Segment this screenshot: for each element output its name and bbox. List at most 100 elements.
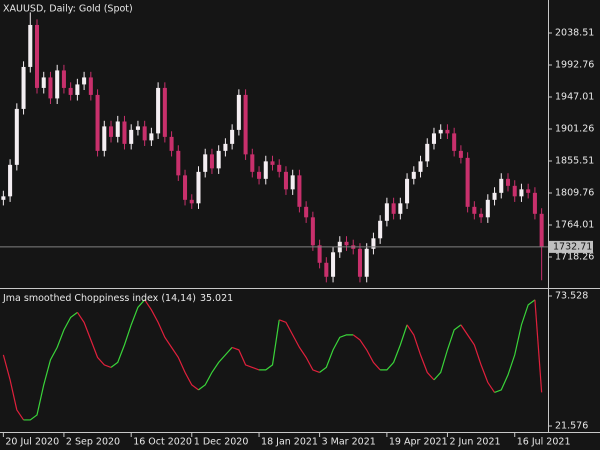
candle-body	[371, 238, 376, 249]
y-tick-label: 1947.01	[555, 92, 594, 103]
candle-body	[122, 121, 127, 144]
candle-body	[55, 70, 60, 99]
candle-body	[102, 126, 107, 151]
candle-body	[196, 171, 201, 204]
candle-body	[88, 77, 93, 95]
candle-body	[418, 161, 423, 172]
y-tick-label: 1855.51	[555, 156, 594, 167]
indicator-name: Jma smoothed Choppiness index (14,14)	[2, 293, 196, 304]
candle-body	[216, 150, 221, 169]
candle-body	[391, 203, 396, 214]
candle-body	[270, 161, 275, 165]
candle-body	[257, 171, 262, 179]
candle-body	[189, 199, 194, 204]
candle-body	[129, 129, 134, 144]
candle-body	[75, 84, 80, 95]
candle-body	[236, 94, 241, 130]
candle-body	[21, 66, 26, 109]
indicator-line	[259, 319, 280, 371]
candle-body	[364, 248, 369, 277]
y-tick-label: 1992.76	[555, 60, 594, 71]
candle-body	[115, 121, 120, 137]
indicator-line	[494, 299, 536, 393]
indicator-value: 35.021	[200, 293, 233, 304]
indicator-line	[406, 324, 435, 381]
candle-body	[378, 220, 383, 239]
candle-body	[331, 252, 336, 277]
candle-body	[169, 136, 174, 151]
x-tick-label: 19 Apr 2021	[389, 437, 448, 448]
candle-body	[526, 189, 531, 193]
indicator-label: Jma smoothed Choppiness index (14,14) 35.…	[2, 293, 233, 304]
indicator-line	[23, 311, 78, 421]
candle-body	[485, 199, 490, 218]
candle-body	[431, 133, 436, 144]
indicator-line	[2, 354, 25, 421]
candle-body	[452, 133, 457, 151]
candle-body	[472, 206, 477, 214]
candle-body	[519, 189, 524, 197]
x-tick-label: 1 Dec 2020	[194, 437, 249, 448]
candle-body	[458, 150, 463, 158]
candle-body	[95, 94, 100, 151]
indicator-line	[380, 324, 408, 371]
candle-body	[28, 24, 33, 67]
y-tick-label: 1901.26	[555, 124, 594, 135]
candle-body	[48, 77, 53, 99]
candle-body	[61, 70, 66, 88]
x-tick-label: 20 Jul 2020	[5, 437, 59, 448]
indicator-line	[460, 324, 496, 393]
candle-body	[250, 154, 255, 172]
price-label: 1732.71	[553, 241, 592, 252]
candle-body	[68, 87, 73, 95]
indicator-line	[433, 324, 462, 381]
candle-body	[263, 161, 268, 179]
chart-title: XAUUSD, Daily: Gold (Spot)	[3, 4, 133, 15]
candle-body	[14, 108, 19, 165]
indicator-line	[198, 346, 233, 391]
indicator-line	[352, 334, 381, 371]
candle-body	[297, 175, 302, 207]
candle-body	[230, 129, 235, 144]
candle-body	[344, 241, 349, 246]
candle-body	[183, 175, 188, 200]
y-tick-label: 1764.01	[555, 220, 594, 231]
candle-body	[243, 94, 248, 155]
candle-body	[438, 129, 443, 134]
candle-body	[479, 213, 484, 218]
candle-body	[162, 87, 167, 137]
candle-body	[156, 87, 161, 134]
candle-body	[405, 178, 410, 204]
y-tick-label: 73.528	[555, 291, 588, 302]
candle-body	[425, 143, 430, 162]
candle-body	[532, 192, 537, 214]
candle-body	[82, 77, 87, 85]
indicator-line	[76, 312, 112, 368]
candle-body	[317, 245, 322, 263]
indicator-line	[110, 299, 146, 368]
indicator-line	[231, 346, 260, 371]
candle-body	[411, 171, 416, 179]
x-tick-label: 16 Oct 2020	[133, 437, 192, 448]
candle-body	[8, 164, 13, 197]
candle-body	[499, 178, 504, 193]
y-tick-label: 1718.26	[555, 252, 594, 263]
x-tick-label: 2 Jun 2021	[449, 437, 500, 448]
candle-body	[492, 192, 497, 200]
candle-body	[209, 154, 214, 169]
candle-body	[1, 196, 6, 200]
x-tick-label: 18 Jan 2021	[261, 437, 318, 448]
y-tick-label: 21.576	[555, 421, 588, 432]
candle-body	[149, 133, 154, 141]
x-tick-label: 2 Sep 2020	[66, 437, 120, 448]
x-tick-label: 16 Jul 2021	[517, 437, 571, 448]
candle-body	[539, 213, 544, 247]
candle-body	[277, 164, 282, 172]
candle-body	[445, 129, 450, 134]
candle-body	[398, 203, 403, 214]
candle-body	[283, 171, 288, 190]
y-tick-label: 2038.51	[555, 28, 594, 39]
